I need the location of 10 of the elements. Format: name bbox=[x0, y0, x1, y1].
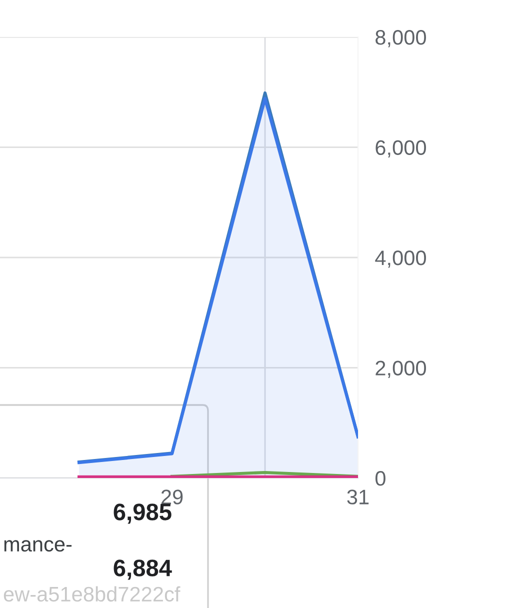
y-tick-label: 6,000 bbox=[376, 140, 426, 158]
y-tick-label: 0 bbox=[375, 471, 386, 486]
x-tick-label: 31 bbox=[347, 490, 369, 504]
y-tick-label: 4,000 bbox=[375, 250, 426, 268]
y-tick-label: 2,000 bbox=[376, 360, 426, 378]
text: mance- bbox=[4, 540, 72, 552]
text: 6,884 bbox=[114, 560, 172, 580]
text: 6,985 bbox=[114, 504, 172, 524]
y-tick-label: 8,000 bbox=[376, 30, 426, 48]
x-tick-label: 29 bbox=[161, 490, 183, 504]
